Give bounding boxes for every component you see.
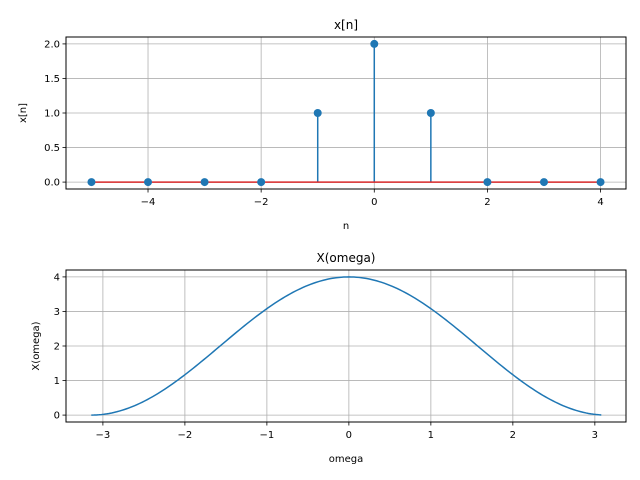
frequency-plot-x-tick-label: −1: [260, 430, 275, 441]
stem-plot-y-axis-label: x[n]: [18, 103, 29, 123]
stem-marker: [370, 39, 379, 48]
stem-plot-y-tick-label: 1.5: [44, 74, 60, 85]
frequency-plot-x-axis-label: omega: [329, 454, 364, 465]
stem-marker: [539, 178, 548, 187]
stem-plot-y-tick-label: 0.0: [44, 178, 60, 189]
stem-plot-y-tick-label: 0.5: [44, 143, 60, 154]
frequency-plot-x-tick-label: −2: [178, 430, 193, 441]
stem-marker: [87, 178, 96, 187]
frequency-plot-y-tick-label: 4: [54, 272, 60, 283]
frequency-plot-x-tick-label: 1: [428, 430, 434, 441]
frequency-plot-title: X(omega): [317, 251, 376, 265]
frequency-plot-x-tick-label: 3: [592, 430, 598, 441]
frequency-plot-y-axis-label: X(omega): [31, 321, 42, 370]
stem-plot-x-tick-label: 0: [371, 197, 377, 208]
stem-plot-x-tick-label: −2: [254, 197, 269, 208]
stem-plot-y-ticks: 0.0 0.5 1.0 1.5 2.0: [44, 39, 66, 189]
frequency-plot-x-tick-label: 0: [346, 430, 352, 441]
stem-marker: [426, 109, 435, 117]
stem-plot-x-ticks: −4 −2 0 2 4: [141, 189, 604, 208]
stem-plot-panel: x[n] −4 −2 0 2 4 0.0 0.5 1.0 1.5 2.0 n x[n]: [18, 18, 627, 232]
stem-marker: [144, 178, 153, 187]
stem-marker: [483, 178, 492, 187]
frequency-plot-panel: X(omega) −3 −2 −1 0 1 2 3 0 1 2 3 4 omega X(omega): [31, 251, 627, 465]
stem-plot-x-axis-label: n: [343, 221, 349, 232]
frequency-plot-x-ticks: −3 −2 −1 0 1 2 3: [96, 422, 598, 441]
series-line: [91, 276, 602, 416]
frequency-plot-y-tick-label: 0: [54, 411, 60, 422]
stem-plot-y-tick-label: 2.0: [44, 39, 60, 50]
stem-plot-x-tick-label: 2: [484, 197, 490, 208]
stem-marker: [313, 109, 322, 117]
stem-plot-x-tick-label: −4: [141, 197, 156, 208]
frequency-plot-y-tick-label: 3: [54, 307, 60, 318]
stem-marker: [596, 178, 605, 187]
frequency-plot-y-ticks: 0 1 2 3 4: [54, 272, 66, 422]
stem-marker: [257, 178, 266, 187]
stem-plot-title: x[n]: [334, 18, 358, 32]
frequency-plot-x-tick-label: −3: [96, 430, 111, 441]
frequency-plot-grid: [66, 270, 626, 422]
frequency-plot-marks: [91, 276, 602, 416]
frequency-plot-y-tick-label: 2: [54, 342, 60, 353]
frequency-plot-x-tick-label: 2: [510, 430, 516, 441]
stem-plot-x-tick-label: 4: [597, 197, 603, 208]
stem-plot-marks: [87, 39, 605, 187]
frequency-plot-y-tick-label: 1: [54, 376, 60, 387]
stem-marker: [200, 178, 209, 187]
stem-plot-y-tick-label: 1.0: [44, 109, 60, 120]
